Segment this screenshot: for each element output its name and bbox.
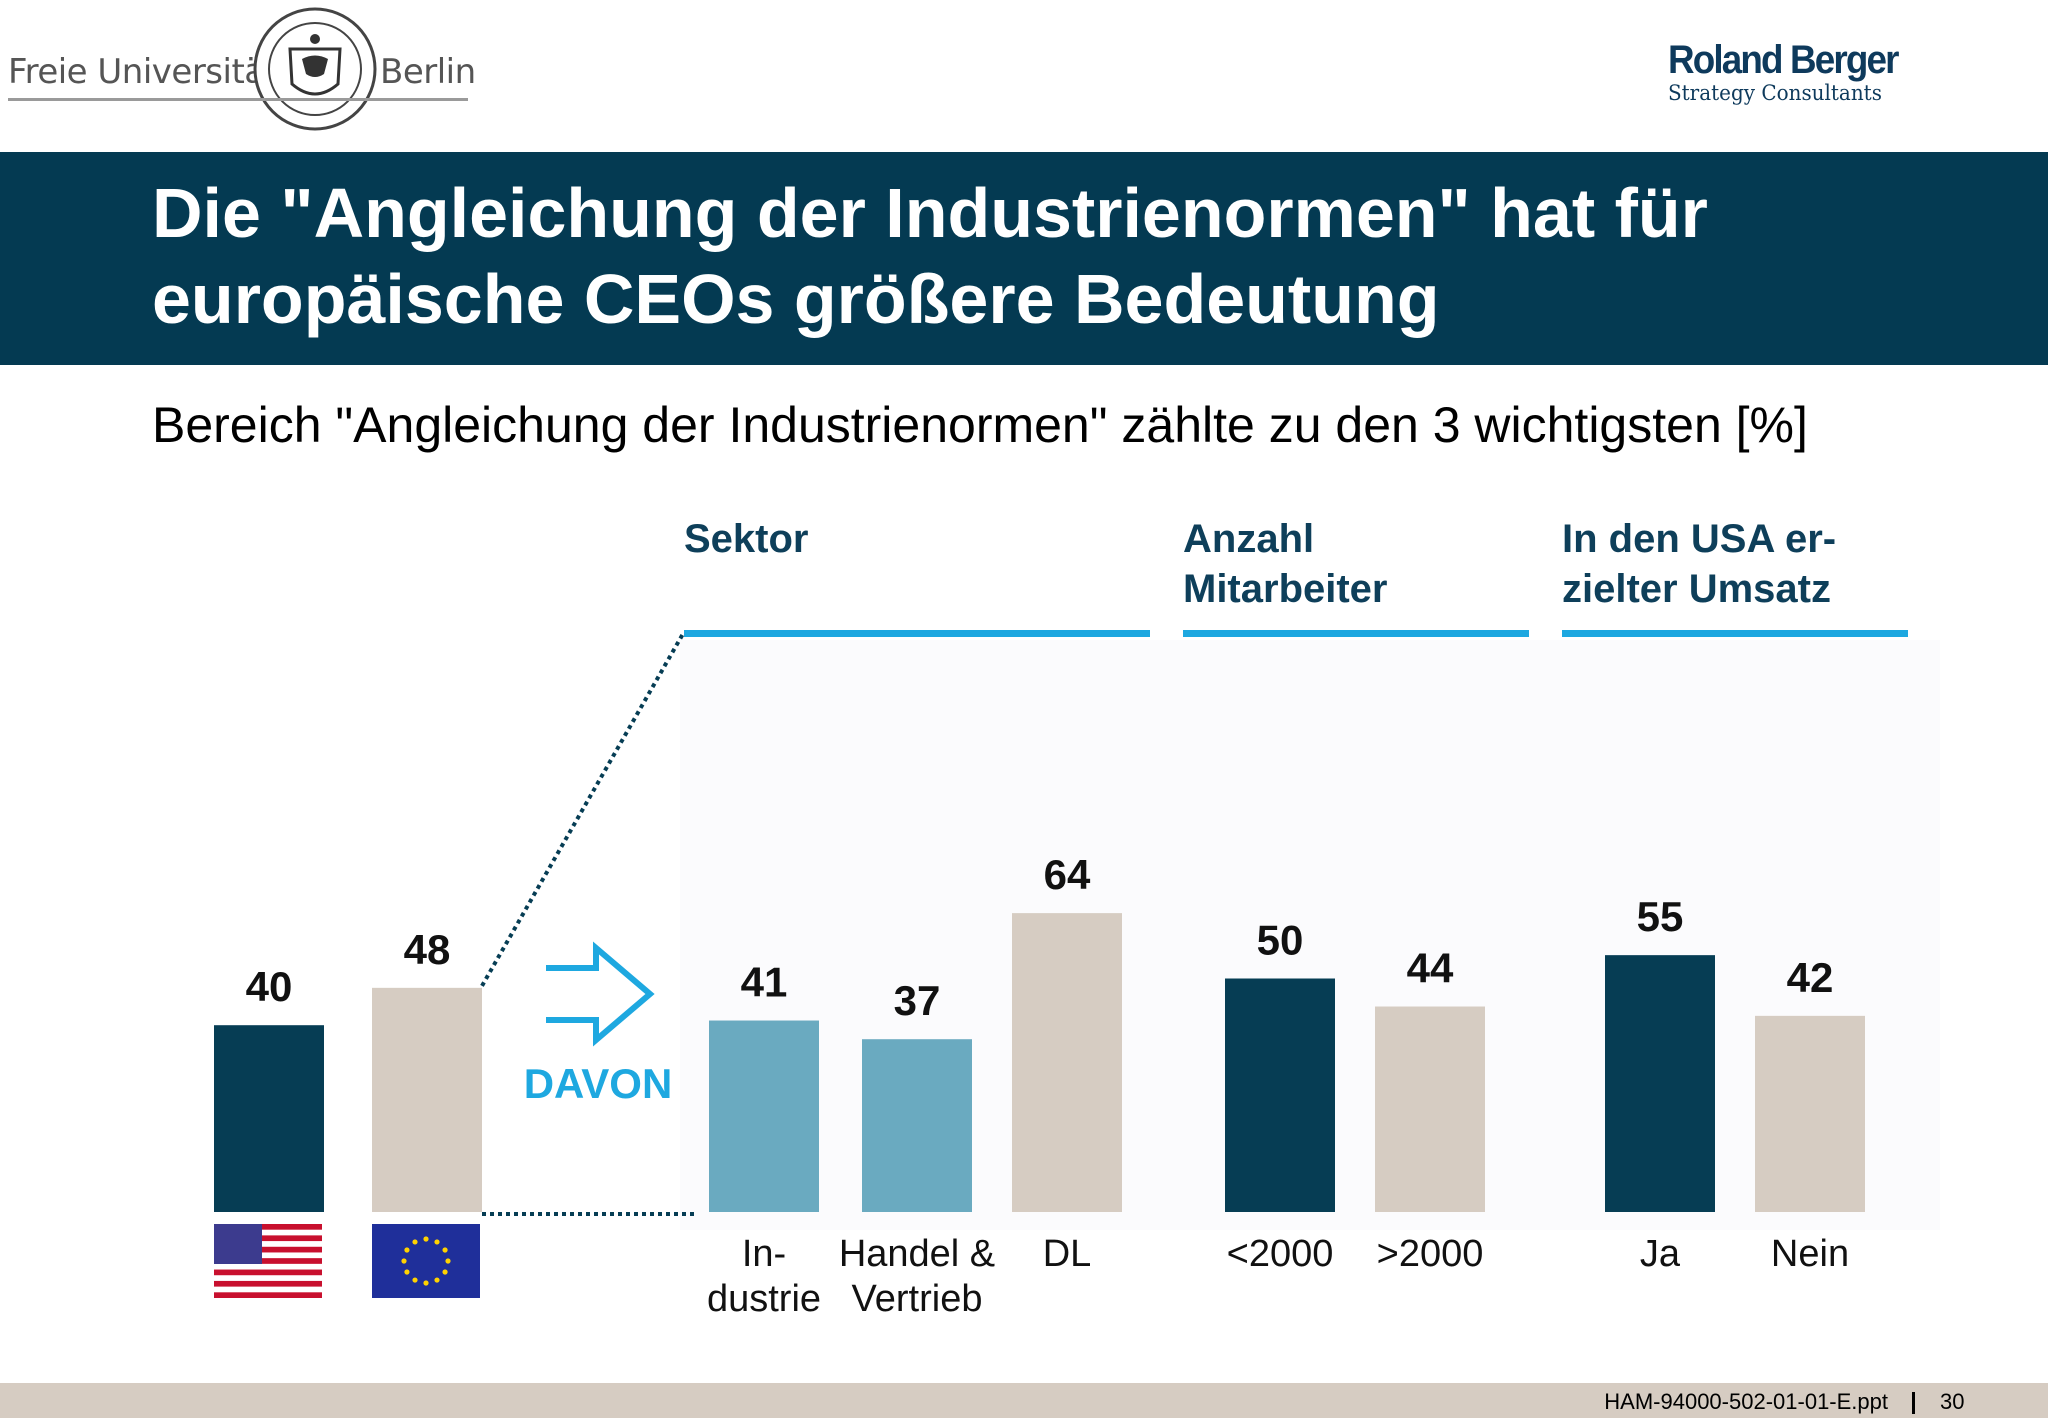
- bar-1: [372, 987, 482, 1212]
- group-header-mitarbeiter-line2: Mitarbeiter: [1183, 567, 1388, 611]
- consultant-name: Roland Berger: [1668, 38, 1899, 82]
- group-rule-mitarbeiter: [1183, 630, 1529, 637]
- us-flag-stripe: [214, 1280, 322, 1287]
- bar-value-label: 42: [1787, 954, 1834, 1001]
- category-label: DL: [1043, 1233, 1092, 1275]
- fu-berlin-logo: Freie Universität Berlin: [8, 4, 476, 134]
- footer-bar: [0, 1383, 2048, 1418]
- group-rule-sektor: [684, 630, 1150, 637]
- eu-flag-star: [434, 1239, 440, 1245]
- page-number: 30: [1940, 1389, 1965, 1414]
- us-flag-canton: [214, 1224, 262, 1264]
- bar-6: [1375, 1006, 1485, 1212]
- us-flag-stripe: [214, 1292, 322, 1298]
- eu-flag-star: [412, 1239, 418, 1245]
- bar-0: [214, 1025, 324, 1212]
- davon-label: DAVON: [524, 1060, 673, 1107]
- bar-2: [709, 1020, 819, 1212]
- roland-berger-logo: Roland Berger Strategy Consultants: [1668, 40, 1918, 106]
- bar-value-label: 41: [741, 959, 788, 1006]
- slide-title: Die "Angleichung der Industrienormen" ha…: [152, 174, 1708, 338]
- eu-flag-star: [442, 1269, 448, 1275]
- bar-4: [1012, 913, 1122, 1212]
- eu-flag-star: [434, 1277, 440, 1283]
- consultant-subtitle: Strategy Consultants: [1668, 81, 1883, 105]
- us-flag-stripe: [214, 1258, 322, 1264]
- eu-flag-star: [401, 1258, 407, 1264]
- bar-value-label: 40: [246, 963, 293, 1010]
- connector-top-line: [480, 631, 686, 987]
- university-name-left: Freie Universität: [8, 52, 278, 92]
- chart-subtitle: Bereich "Angleichung der Industrienormen…: [152, 397, 1808, 453]
- bar-7: [1605, 955, 1715, 1212]
- eu-flag-icon: [372, 1224, 480, 1298]
- logo-underline: [8, 98, 468, 101]
- title-band: [0, 152, 2048, 365]
- eu-flag-star: [412, 1277, 418, 1283]
- us-flag-stripe: [214, 1246, 322, 1253]
- footer-separator: [1912, 1392, 1915, 1414]
- bar-chart: Sektor Anzahl Mitarbeiter In den USA er-zie…: [214, 517, 1908, 1320]
- eu-flag-star: [445, 1258, 451, 1264]
- bar-value-label: 64: [1044, 851, 1091, 898]
- bar-value-label: 37: [894, 977, 941, 1024]
- group-header-mitarbeiter-line1: Anzahl: [1183, 517, 1314, 561]
- category-label: Nein: [1771, 1233, 1849, 1275]
- category-label: >2000: [1377, 1233, 1484, 1275]
- bar-5: [1225, 978, 1335, 1212]
- category-label: <2000: [1227, 1233, 1334, 1275]
- group-rule-usa: [1562, 630, 1908, 637]
- us-flag-stripe: [214, 1235, 322, 1242]
- bar-value-label: 44: [1407, 945, 1454, 992]
- category-label: Vertrieb: [852, 1278, 983, 1320]
- category-label: Handel &: [839, 1233, 995, 1275]
- university-name-right: Berlin: [380, 52, 476, 92]
- group-header-sektor: Sektor: [684, 517, 809, 561]
- footer-file-name: HAM-94000-502-01-01-E.ppt: [1604, 1389, 1888, 1414]
- group-header-usa-line2: zielter Umsatz: [1562, 567, 1831, 611]
- group-header-usa-line1: In den USA er-: [1562, 517, 1836, 561]
- eu-flag-star: [442, 1247, 448, 1253]
- bar-value-label: 48: [404, 926, 451, 973]
- us-flag-stripe: [214, 1224, 322, 1230]
- eu-flag-star: [404, 1247, 410, 1253]
- category-label: In-: [742, 1233, 786, 1275]
- eu-flag-star: [423, 1236, 429, 1242]
- category-label: Ja: [1640, 1233, 1681, 1275]
- eu-flag-star: [404, 1269, 410, 1275]
- eu-flag-star: [423, 1280, 429, 1286]
- us-flag-stripe: [214, 1269, 322, 1276]
- davon-arrow-icon: [546, 941, 655, 1047]
- bar-value-label: 50: [1257, 917, 1304, 964]
- bar-8: [1755, 1015, 1865, 1212]
- bar-value-label: 55: [1637, 893, 1684, 940]
- bar-3: [862, 1039, 972, 1212]
- category-label: dustrie: [707, 1278, 821, 1320]
